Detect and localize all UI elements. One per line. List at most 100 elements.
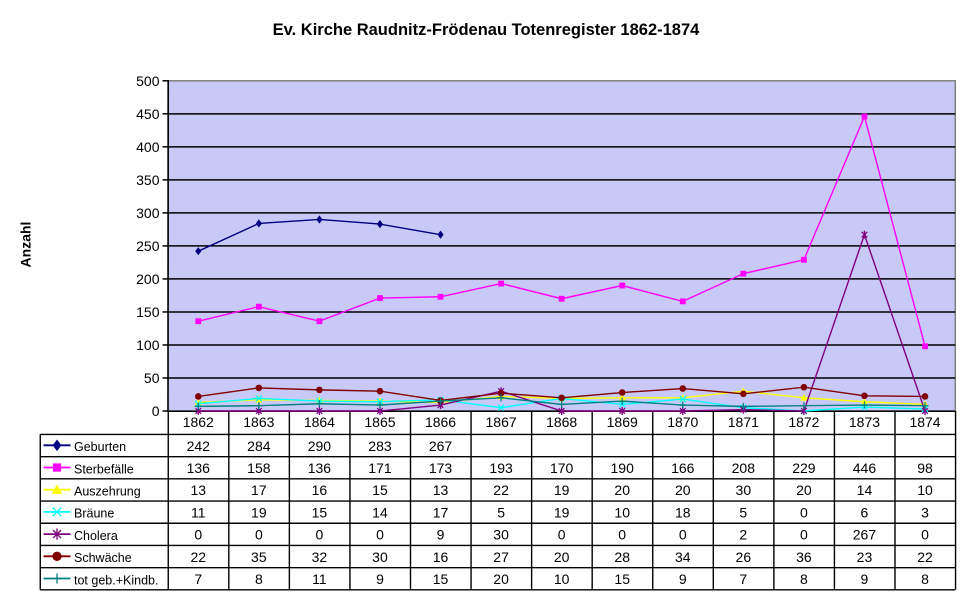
svg-text:242: 242 — [187, 438, 211, 454]
svg-text:0: 0 — [558, 527, 566, 543]
svg-text:8: 8 — [921, 571, 929, 587]
svg-text:166: 166 — [671, 460, 695, 476]
svg-text:10: 10 — [554, 571, 570, 587]
svg-text:15: 15 — [372, 482, 388, 498]
svg-text:32: 32 — [312, 549, 328, 565]
svg-text:98: 98 — [917, 460, 933, 476]
svg-text:1865: 1865 — [364, 414, 395, 430]
svg-text:11: 11 — [312, 571, 327, 587]
svg-text:200: 200 — [136, 271, 160, 287]
svg-text:15: 15 — [614, 571, 630, 587]
svg-text:171: 171 — [368, 460, 392, 476]
svg-text:9: 9 — [376, 571, 384, 587]
svg-text:17: 17 — [251, 482, 267, 498]
svg-text:1866: 1866 — [425, 414, 456, 430]
svg-text:Ev. Kirche Raudnitz-Frödenau T: Ev. Kirche Raudnitz-Frödenau Totenregist… — [273, 21, 700, 39]
svg-text:11: 11 — [191, 504, 206, 520]
svg-text:20: 20 — [493, 571, 509, 587]
svg-text:0: 0 — [316, 527, 324, 543]
svg-text:Schwäche: Schwäche — [74, 551, 132, 565]
svg-text:17: 17 — [433, 504, 449, 520]
svg-text:267: 267 — [853, 527, 877, 543]
svg-text:19: 19 — [251, 504, 267, 520]
svg-text:0: 0 — [376, 527, 384, 543]
svg-text:7: 7 — [739, 571, 747, 587]
svg-text:15: 15 — [312, 504, 328, 520]
svg-text:400: 400 — [136, 139, 160, 155]
svg-text:Auszehrung: Auszehrung — [74, 485, 141, 499]
svg-text:36: 36 — [796, 549, 812, 565]
svg-text:20: 20 — [675, 482, 691, 498]
svg-text:8: 8 — [800, 571, 808, 587]
svg-text:1869: 1869 — [607, 414, 638, 430]
svg-text:450: 450 — [136, 106, 160, 122]
svg-text:250: 250 — [136, 238, 160, 254]
svg-text:34: 34 — [675, 549, 691, 565]
svg-text:22: 22 — [190, 549, 206, 565]
svg-text:1863: 1863 — [243, 414, 274, 430]
svg-text:1864: 1864 — [304, 414, 335, 430]
svg-text:290: 290 — [308, 438, 332, 454]
svg-text:0: 0 — [800, 504, 808, 520]
svg-text:1868: 1868 — [546, 414, 577, 430]
svg-text:5: 5 — [739, 504, 747, 520]
svg-text:30: 30 — [736, 482, 752, 498]
svg-text:136: 136 — [187, 460, 211, 476]
svg-text:193: 193 — [489, 460, 513, 476]
svg-text:Sterbefälle: Sterbefälle — [74, 462, 134, 476]
svg-text:30: 30 — [493, 527, 509, 543]
svg-text:0: 0 — [618, 527, 626, 543]
svg-text:170: 170 — [550, 460, 574, 476]
svg-text:1867: 1867 — [486, 414, 517, 430]
svg-text:14: 14 — [372, 504, 388, 520]
svg-text:208: 208 — [732, 460, 756, 476]
svg-text:23: 23 — [857, 549, 873, 565]
svg-text:13: 13 — [433, 482, 449, 498]
svg-text:136: 136 — [308, 460, 332, 476]
svg-text:2: 2 — [739, 527, 747, 543]
svg-text:35: 35 — [251, 549, 267, 565]
svg-text:28: 28 — [614, 549, 630, 565]
svg-text:173: 173 — [429, 460, 453, 476]
svg-text:190: 190 — [611, 460, 635, 476]
svg-text:tot geb.+Kindb.: tot geb.+Kindb. — [74, 573, 158, 587]
svg-text:0: 0 — [679, 527, 687, 543]
svg-text:8: 8 — [255, 571, 263, 587]
svg-text:10: 10 — [614, 504, 630, 520]
svg-text:16: 16 — [433, 549, 449, 565]
svg-text:1874: 1874 — [909, 414, 940, 430]
svg-text:50: 50 — [144, 370, 160, 386]
svg-text:1873: 1873 — [849, 414, 880, 430]
svg-text:283: 283 — [368, 438, 392, 454]
svg-text:0: 0 — [921, 527, 929, 543]
svg-text:13: 13 — [190, 482, 206, 498]
svg-text:22: 22 — [493, 482, 509, 498]
svg-text:0: 0 — [152, 403, 160, 419]
svg-text:Geburten: Geburten — [74, 440, 126, 454]
svg-text:19: 19 — [554, 482, 570, 498]
svg-text:158: 158 — [247, 460, 271, 476]
svg-text:18: 18 — [675, 504, 691, 520]
svg-text:0: 0 — [194, 527, 202, 543]
svg-text:Bräune: Bräune — [74, 507, 114, 521]
svg-text:300: 300 — [136, 205, 160, 221]
svg-text:22: 22 — [917, 549, 933, 565]
svg-text:1870: 1870 — [667, 414, 698, 430]
svg-text:500: 500 — [136, 73, 160, 89]
svg-text:1872: 1872 — [788, 414, 819, 430]
svg-text:0: 0 — [800, 527, 808, 543]
svg-text:150: 150 — [136, 304, 160, 320]
svg-text:0: 0 — [255, 527, 263, 543]
svg-text:267: 267 — [429, 438, 453, 454]
svg-text:100: 100 — [136, 337, 160, 353]
svg-text:26: 26 — [736, 549, 752, 565]
svg-text:9: 9 — [861, 571, 869, 587]
svg-text:16: 16 — [312, 482, 328, 498]
svg-text:284: 284 — [247, 438, 271, 454]
svg-text:1871: 1871 — [728, 414, 759, 430]
svg-text:15: 15 — [433, 571, 449, 587]
svg-text:3: 3 — [921, 504, 929, 520]
svg-text:14: 14 — [857, 482, 873, 498]
svg-text:9: 9 — [437, 527, 445, 543]
svg-text:1862: 1862 — [183, 414, 214, 430]
